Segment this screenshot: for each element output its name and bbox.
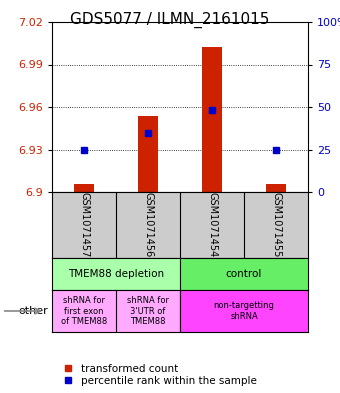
Text: GSM1071457: GSM1071457	[79, 192, 89, 258]
Bar	[267, 184, 286, 192]
Text: GSM1071454: GSM1071454	[207, 193, 217, 258]
Bar	[52, 258, 180, 290]
Text: shRNA for
first exon
of TMEM88: shRNA for first exon of TMEM88	[61, 296, 107, 326]
Bar	[74, 184, 94, 192]
Text: GDS5077 / ILMN_2161015: GDS5077 / ILMN_2161015	[70, 12, 270, 28]
Text: other: other	[19, 306, 49, 316]
Text: TMEM88 depletion: TMEM88 depletion	[68, 269, 164, 279]
Text: GSM1071456: GSM1071456	[143, 193, 153, 258]
Bar	[116, 290, 180, 332]
Bar	[202, 48, 222, 192]
Text: shRNA for
3'UTR of
TMEM88: shRNA for 3'UTR of TMEM88	[127, 296, 169, 326]
Bar	[180, 290, 308, 332]
Text: non-targetting
shRNA: non-targetting shRNA	[214, 301, 274, 321]
Bar	[180, 258, 308, 290]
Legend: transformed count, percentile rank within the sample: transformed count, percentile rank withi…	[57, 364, 257, 386]
Text: control: control	[226, 269, 262, 279]
Bar	[138, 116, 158, 192]
Text: GSM1071455: GSM1071455	[271, 192, 281, 258]
Bar	[52, 290, 116, 332]
